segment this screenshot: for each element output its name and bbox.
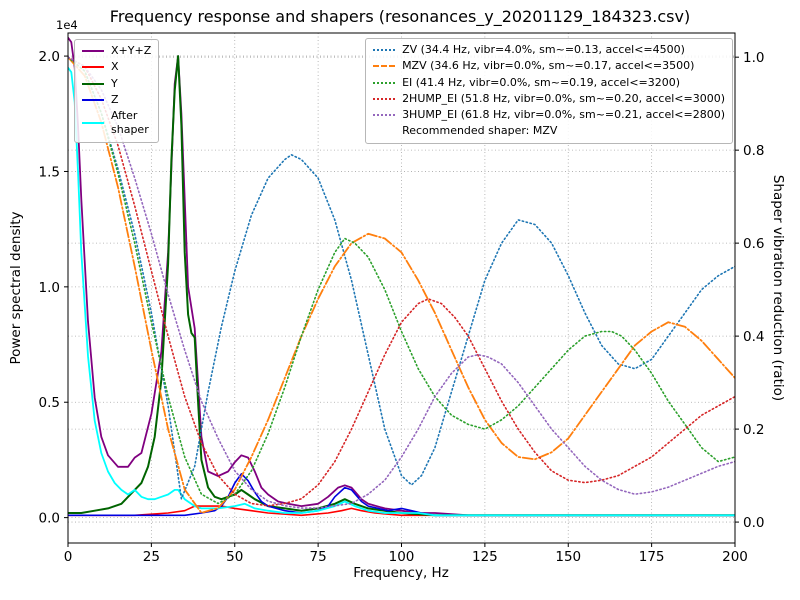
y-axis-right-label: Shaper vibration reduction (ratio)	[770, 174, 786, 402]
shaper-line-ZV	[68, 56, 735, 500]
y-left-tick-label: 1.5	[39, 164, 60, 180]
legend-label: 3HUMP_EI (61.8 Hz, vibr=0.0%, sm~=0.21, …	[402, 108, 725, 122]
y-right-tick-label: 0.8	[743, 143, 764, 159]
legend-item: After shaper	[82, 109, 151, 138]
legend-label: MZV (34.6 Hz, vibr=0.0%, sm~=0.17, accel…	[402, 59, 695, 73]
x-tick-label: 50	[226, 549, 243, 565]
legend-item: EI (41.4 Hz, vibr=0.0%, sm~=0.19, accel<…	[373, 76, 725, 90]
x-axis-label: Frequency, Hz	[353, 565, 449, 581]
x-tick-label: 75	[310, 549, 327, 565]
y-left-tick-label: 0.5	[39, 395, 60, 411]
legend-label: After shaper	[111, 109, 149, 137]
legend-label: X	[111, 60, 119, 74]
legend-swatch	[373, 98, 396, 101]
legend-label: 2HUMP_EI (51.8 Hz, vibr=0.0%, sm~=0.20, …	[402, 91, 725, 105]
y-left-tick-label: 2.0	[39, 49, 60, 65]
legend-swatch	[82, 50, 104, 53]
psd-line-X+Y+Z	[68, 36, 735, 517]
psd-line-X	[68, 505, 735, 517]
y-left-tick-label: 0.0	[39, 511, 60, 527]
shaper-line-EI	[68, 56, 735, 505]
plot-area	[68, 36, 735, 517]
legend-swatch	[82, 122, 104, 125]
legend-swatch	[373, 65, 396, 68]
legend-item: MZV (34.6 Hz, vibr=0.0%, sm~=0.17, accel…	[373, 59, 725, 73]
psd-legend: X+Y+Z X Y Z After shaper	[74, 39, 160, 143]
legend-swatch	[373, 81, 396, 84]
x-tick-label: 0	[64, 549, 73, 565]
legend-swatch	[373, 114, 396, 117]
y-axis-left-label: Power spectral density	[8, 211, 24, 365]
shaper-line-MZV	[68, 56, 735, 514]
x-tick-label: 200	[722, 549, 748, 565]
y-right-tick-label: 1.0	[743, 50, 764, 66]
shaper-line-2HUMPEI	[68, 56, 735, 507]
legend-label: Z	[111, 92, 119, 106]
y-right-tick-label: 0.0	[743, 515, 764, 531]
shaper-line-3HUMPEI	[68, 56, 735, 509]
legend-swatch	[82, 99, 104, 102]
legend-label: Y	[111, 76, 118, 90]
legend-label: X+Y+Z	[111, 44, 152, 57]
y-left-tick-label: 1.0	[39, 280, 60, 296]
x-tick-label: 125	[472, 549, 498, 565]
legend-swatch	[82, 66, 104, 69]
y-right-tick-label: 0.6	[743, 236, 764, 252]
legend-swatch	[373, 49, 396, 52]
legend-item: X	[82, 60, 151, 74]
legend-item: Recommended shaper: MZV	[373, 124, 725, 138]
legend-label: Recommended shaper: MZV	[402, 124, 558, 138]
chart-title: Frequency response and shapers (resonanc…	[109, 7, 691, 26]
legend-item: Z	[82, 93, 151, 107]
x-tick-label: 25	[143, 549, 160, 565]
y-right-tick-label: 0.2	[743, 422, 764, 438]
legend-item: X+Y+Z	[82, 44, 151, 58]
x-tick-label: 100	[389, 549, 415, 565]
legend-item: Y	[82, 77, 151, 91]
x-tick-label: 150	[555, 549, 581, 565]
psd-line-Y	[68, 55, 735, 517]
legend-swatch	[82, 82, 104, 85]
y-axis-offset-label: 1e4	[56, 18, 78, 32]
shaper-legend: ZV (34.4 Hz, vibr=4.0%, sm~=0.13, accel<…	[365, 38, 733, 144]
legend-item: 3HUMP_EI (61.8 Hz, vibr=0.0%, sm~=0.21, …	[373, 108, 725, 122]
y-right-tick-label: 0.4	[743, 329, 764, 345]
legend-label: ZV (34.4 Hz, vibr=4.0%, sm~=0.13, accel<…	[402, 43, 685, 56]
legend-item: ZV (34.4 Hz, vibr=4.0%, sm~=0.13, accel<…	[373, 43, 725, 57]
x-tick-label: 175	[639, 549, 665, 565]
legend-item: 2HUMP_EI (51.8 Hz, vibr=0.0%, sm~=0.20, …	[373, 92, 725, 106]
legend-label: EI (41.4 Hz, vibr=0.0%, sm~=0.19, accel<…	[402, 75, 681, 89]
tick-labels: 0 25 50 75 100 125 150 175 200 0.0 0.5 1.0 1.5 2.0 0.0…	[39, 49, 765, 565]
